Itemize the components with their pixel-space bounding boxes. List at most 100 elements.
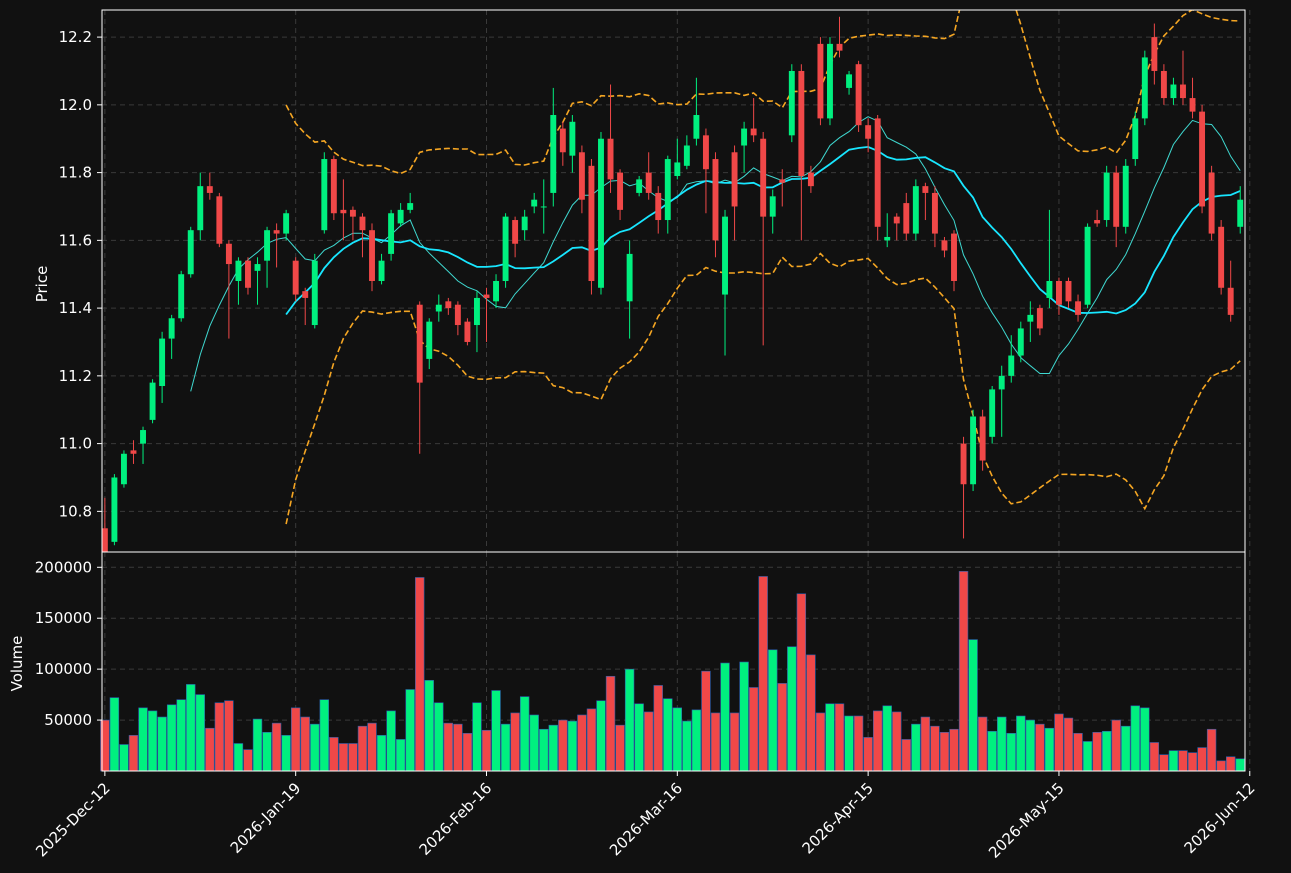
- candle-body: [378, 260, 385, 281]
- volume-bar: [872, 710, 883, 772]
- candle-body: [779, 179, 786, 183]
- candle-body: [788, 70, 795, 136]
- volume-bar: [214, 702, 225, 772]
- volume-bar: [1197, 747, 1207, 772]
- candle-body: [655, 192, 662, 221]
- price-axis-label: Price: [33, 266, 51, 303]
- volume-bar: [262, 731, 272, 772]
- candle-body: [769, 196, 776, 217]
- candles: [102, 16, 1244, 552]
- candle-body: [292, 260, 299, 295]
- candle-body: [1132, 118, 1139, 160]
- volume-tick-label: 150000: [35, 609, 92, 627]
- volume-bar: [748, 687, 759, 772]
- volume-bar: [739, 661, 749, 772]
- price-tick-label: 11.4: [59, 299, 92, 317]
- volume-bar: [949, 728, 959, 772]
- volume-bar: [1025, 719, 1036, 772]
- candle-body: [607, 138, 614, 180]
- candle-body: [1113, 172, 1120, 227]
- volume-axis-label: Volume: [8, 636, 26, 692]
- price-tick-label: 11.6: [59, 231, 92, 249]
- volume-bar: [157, 716, 167, 772]
- volume-bar: [939, 731, 950, 772]
- candle-body: [893, 216, 900, 224]
- candle-body: [1017, 328, 1024, 356]
- volume-bar: [605, 675, 616, 772]
- volume-bar: [672, 707, 683, 772]
- candle-body: [1075, 301, 1081, 315]
- candle-body: [1237, 199, 1244, 227]
- candle-body: [473, 297, 480, 326]
- candle-body: [388, 213, 395, 254]
- candle-body: [559, 128, 566, 153]
- volume-bar: [1054, 713, 1064, 772]
- volume-bar: [386, 710, 396, 772]
- candle-body: [330, 159, 337, 214]
- volume-bar: [596, 700, 606, 772]
- candle-body: [588, 165, 595, 281]
- candle-body: [1065, 281, 1072, 302]
- candle-body: [741, 128, 748, 146]
- volume-bar: [701, 670, 711, 772]
- candle-body: [531, 199, 538, 207]
- volume-bar: [338, 743, 349, 772]
- volume-bar: [834, 703, 845, 772]
- candle-body: [550, 115, 557, 193]
- candle-body: [884, 236, 891, 241]
- candle-body: [569, 121, 576, 156]
- volume-bar: [462, 733, 473, 772]
- candle-body: [1103, 172, 1110, 221]
- candle-body: [1218, 226, 1225, 288]
- volume-bar: [233, 743, 244, 772]
- candle-body: [941, 240, 948, 251]
- candle-body: [102, 528, 108, 552]
- volume-bar: [176, 699, 186, 772]
- candle-body: [216, 196, 223, 244]
- candle-body: [426, 321, 433, 359]
- price-tick-label: 11.0: [59, 435, 92, 453]
- candle-body: [626, 253, 633, 302]
- volume-bar: [481, 729, 492, 772]
- volume-bar: [1149, 742, 1160, 772]
- candle-body: [149, 382, 156, 420]
- volume-tick-label: 200000: [35, 558, 92, 576]
- volume-bar: [1016, 715, 1026, 772]
- candle-body: [168, 318, 175, 339]
- volume-bar: [825, 703, 835, 772]
- price-tick-label: 11.2: [59, 367, 92, 385]
- candle-body: [302, 291, 309, 298]
- volume-bar: [186, 684, 196, 772]
- volume-bar: [1044, 727, 1055, 772]
- volume-bar: [901, 739, 911, 772]
- candle-body: [1055, 281, 1062, 305]
- volume-bar: [920, 716, 931, 772]
- volume-bar: [682, 720, 692, 772]
- candle-body: [1008, 355, 1015, 376]
- volume-bar: [796, 593, 807, 772]
- volume-bar: [1101, 730, 1112, 772]
- candle-body: [636, 179, 643, 193]
- volume-bar: [224, 700, 234, 772]
- volume-bar: [892, 711, 902, 772]
- volume-bar: [968, 639, 978, 772]
- candle-body: [998, 375, 1005, 390]
- candle-body: [521, 216, 528, 231]
- candle-body: [989, 389, 996, 437]
- panel-frames: [101, 9, 1246, 772]
- candle-body: [970, 416, 977, 485]
- candle-body: [1036, 308, 1043, 329]
- candle-body: [1180, 84, 1186, 99]
- candle-body: [483, 294, 490, 298]
- candle-body: [502, 216, 509, 281]
- candle-body: [664, 159, 671, 221]
- volume-bar: [577, 714, 587, 772]
- volume-bar: [290, 707, 301, 772]
- volume-bar: [443, 722, 454, 772]
- candle-body: [206, 186, 213, 193]
- candle-body: [120, 453, 127, 485]
- volume-bar: [644, 711, 654, 772]
- candle-body: [693, 115, 700, 139]
- candle-body: [512, 220, 519, 244]
- candle-body: [807, 172, 814, 187]
